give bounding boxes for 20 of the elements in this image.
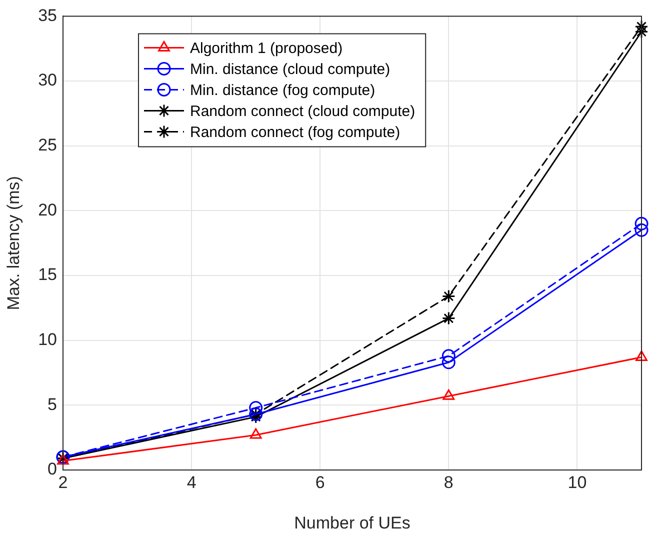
legend-label: Random connect (fog compute) [190, 124, 400, 141]
legend-label: Algorithm 1 (proposed) [190, 40, 343, 57]
y-tick-label: 15 [38, 265, 57, 284]
y-axis-title: Max. latency (ms) [4, 176, 23, 310]
legend-label: Random connect (cloud compute) [190, 102, 416, 120]
legend-label: Min. distance (fog compute) [190, 82, 376, 99]
y-tick-label: 30 [38, 70, 57, 90]
y-tick-label: 25 [38, 136, 57, 155]
x-tick-label: 4 [186, 472, 196, 492]
y-tick-label: 20 [38, 200, 57, 220]
x-tick-label: 2 [58, 472, 68, 492]
x-axis-title: Number of UEs [294, 513, 410, 532]
legend-label: Min. distance (cloud compute) [190, 60, 390, 78]
x-tick-label: 10 [568, 472, 587, 492]
y-tick-label: 10 [38, 330, 57, 350]
y-tick-label: 0 [48, 460, 57, 479]
x-tick-label: 6 [315, 472, 325, 492]
y-tick-label: 5 [48, 394, 57, 414]
x-tick-label: 8 [444, 472, 454, 492]
y-tick-label: 35 [38, 6, 57, 25]
